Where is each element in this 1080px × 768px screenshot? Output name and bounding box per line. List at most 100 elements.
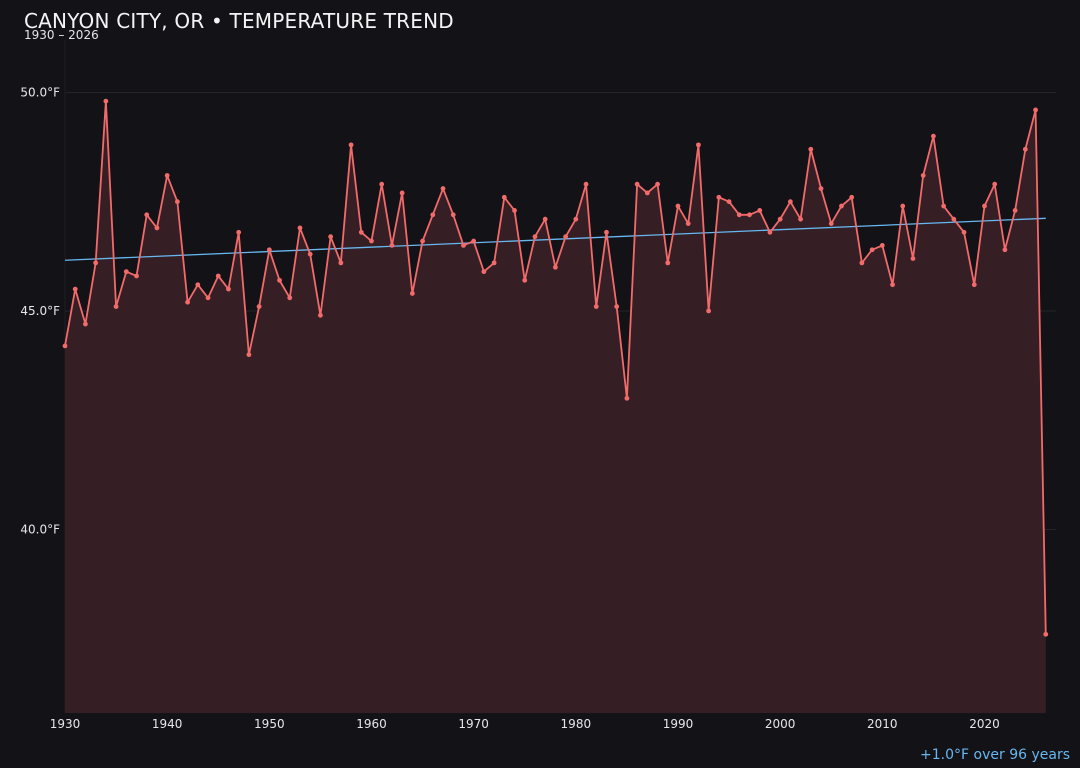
data-point-2026: [1043, 631, 1049, 637]
data-point-1980: [573, 216, 579, 222]
data-point-1997: [747, 212, 752, 218]
x-tick-label: 1970: [458, 717, 489, 731]
data-point-1964: [409, 291, 415, 296]
data-point-1948: [246, 352, 252, 358]
data-point-1955: [318, 312, 323, 318]
data-point-1950: [266, 247, 272, 253]
data-point-2016: [941, 203, 947, 209]
data-point-1945: [215, 273, 221, 279]
x-axis-tick-labels: 1930 1940 1950 1960 1970 1980 1990 2000 2010 2020: [50, 717, 1000, 731]
data-point-2012: [900, 203, 906, 209]
data-point-1942: [185, 299, 191, 305]
data-point-2020: [982, 203, 987, 209]
data-point-1962: [389, 243, 395, 248]
data-point-1978: [552, 264, 558, 270]
trend-summary-label: +1.0°F over 96 years: [920, 747, 1070, 763]
x-tick-label: 2000: [765, 717, 796, 731]
data-point-1938: [144, 212, 150, 218]
data-point-1992: [696, 142, 701, 148]
data-point-1957: [338, 260, 344, 266]
x-tick-label: 1980: [561, 717, 592, 731]
data-point-1998: [757, 208, 763, 213]
data-point-1967: [440, 186, 446, 191]
data-point-2015: [931, 133, 936, 139]
data-point-1985: [624, 395, 630, 401]
data-point-1974: [512, 208, 517, 213]
data-point-1989: [665, 260, 671, 266]
y-axis-tick-labels: 40.0°F 45.0°F 50.0°F: [20, 85, 60, 536]
data-point-2019: [971, 282, 977, 288]
x-tick-label: 2010: [867, 717, 898, 731]
data-point-2000: [777, 216, 783, 222]
data-point-1979: [563, 234, 569, 240]
data-point-2003: [808, 146, 814, 152]
y-tick-label: 50.0°F: [20, 85, 60, 99]
data-point-2008: [859, 260, 865, 266]
x-tick-label: 1990: [663, 717, 694, 731]
x-tick-label: 1930: [50, 717, 81, 731]
data-point-1946: [226, 286, 231, 292]
data-point-1935: [113, 304, 119, 309]
data-point-1963: [399, 190, 405, 196]
data-point-2011: [890, 282, 895, 288]
x-tick-label: 1950: [254, 717, 285, 731]
temperature-data-points: [62, 98, 1049, 637]
data-point-2023: [1012, 208, 1018, 213]
chart-title: CANYON CITY, OR • TEMPERATURE TREND: [24, 9, 454, 33]
data-point-1994: [716, 194, 722, 200]
data-point-1996: [736, 212, 742, 218]
data-point-1976: [532, 234, 538, 240]
x-tick-label: 1940: [152, 717, 183, 731]
x-tick-label: 2020: [969, 717, 1000, 731]
data-point-1933: [93, 260, 99, 266]
data-point-1981: [583, 181, 589, 187]
data-point-2005: [828, 221, 834, 226]
data-point-1972: [491, 260, 497, 266]
data-point-1991: [685, 221, 691, 226]
data-point-1940: [164, 173, 170, 178]
data-point-1958: [348, 142, 354, 148]
data-point-1953: [297, 225, 303, 231]
data-point-1939: [154, 225, 160, 231]
y-tick-label: 45.0°F: [20, 304, 60, 318]
data-point-1966: [430, 212, 436, 218]
data-point-1965: [420, 238, 425, 244]
data-point-2014: [920, 173, 926, 178]
data-point-2010: [879, 243, 885, 248]
data-point-1961: [379, 181, 385, 187]
data-point-1934: [103, 98, 109, 104]
data-point-2022: [1002, 247, 1008, 253]
data-point-2007: [849, 194, 855, 200]
data-point-1951: [277, 277, 282, 283]
data-point-1977: [542, 216, 548, 222]
data-point-1988: [655, 181, 660, 187]
data-point-1970: [471, 238, 477, 244]
data-point-1986: [634, 181, 640, 187]
data-point-2025: [1033, 107, 1038, 113]
data-point-1993: [706, 308, 712, 314]
data-point-2017: [951, 216, 957, 222]
data-point-2009: [869, 247, 875, 253]
data-point-1973: [501, 194, 507, 200]
data-point-1944: [205, 295, 211, 301]
temperature-area-fill: [65, 101, 1046, 714]
data-point-1931: [72, 286, 78, 292]
data-point-2024: [1022, 146, 1028, 152]
x-tick-label: 1960: [356, 717, 387, 731]
data-point-2004: [818, 186, 824, 191]
data-point-1952: [287, 295, 293, 301]
y-tick-label: 40.0°F: [20, 522, 60, 536]
data-point-1949: [256, 304, 262, 309]
data-point-1937: [134, 273, 139, 279]
data-point-2013: [910, 256, 916, 261]
data-point-1943: [195, 282, 201, 288]
data-point-1954: [307, 251, 313, 257]
data-point-1995: [726, 199, 732, 205]
data-point-1968: [450, 212, 456, 218]
data-point-1987: [644, 190, 650, 196]
data-point-1990: [675, 203, 681, 209]
data-point-1947: [236, 229, 242, 235]
data-point-2001: [787, 199, 793, 205]
data-point-2018: [961, 229, 967, 235]
